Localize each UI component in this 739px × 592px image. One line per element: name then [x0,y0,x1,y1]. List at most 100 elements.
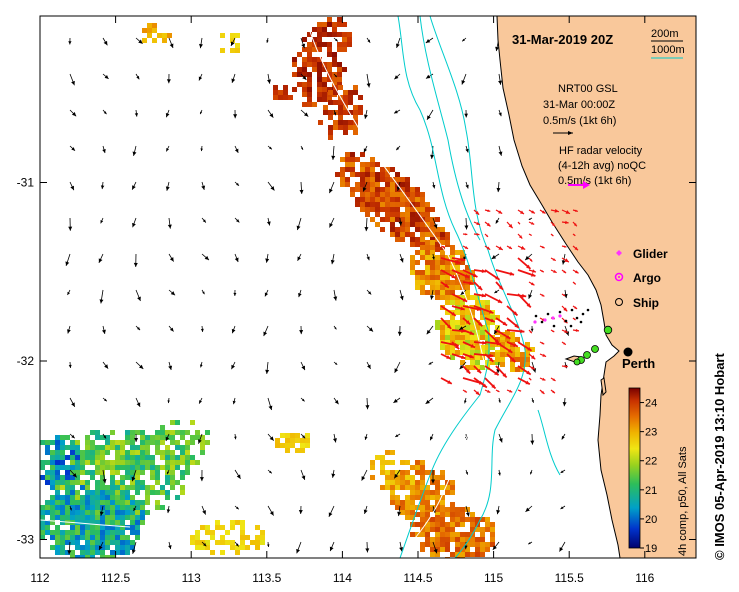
sst-pixel [115,540,120,545]
sst-pixel [405,207,410,212]
radar-arrow-head [469,331,474,335]
sst-pixel [455,537,460,542]
model-arrow-head [269,470,272,474]
sst-pixel [85,480,90,485]
sst-pixel [55,470,60,475]
sst-pixel [170,450,175,455]
model-arrow-head [104,75,109,79]
x-tick-label: 112 [30,571,49,585]
sst-pixel [430,475,435,480]
radar-arrow-head [563,245,567,248]
sst-pixel [445,532,450,537]
sst-pixel [175,445,180,450]
sst-pixel [355,182,360,187]
sst-pixel [380,202,385,207]
radar-arrow-head [475,391,480,395]
radar-arrow-head [530,221,535,225]
sst-pixel [500,347,505,352]
radar-arrow-head [526,303,531,308]
sst-pixel [195,430,200,435]
radar-arrow-head [519,210,524,215]
sst-pixel [410,237,415,242]
sst-pixel [230,48,235,53]
sst-pixel [80,535,85,540]
sst-pixel [55,525,60,530]
sst-pixel [460,542,465,547]
sst-pixel [410,197,415,202]
sst-pixel [135,510,140,515]
model-arrow-head [465,471,468,475]
sst-pixel [120,510,125,515]
sst-pixel [440,270,445,275]
sst-pixel [65,485,70,490]
sst-pixel [125,475,130,480]
sst-pixel [200,450,205,455]
sst-pixel [307,87,312,92]
sst-pixel [80,505,85,510]
model-arrow-head [329,188,333,194]
sst-pixel [355,197,360,202]
sst-pixel [140,435,145,440]
sst-pixel [455,310,460,315]
sst-pixel [390,475,395,480]
sst-pixel [430,517,435,522]
sst-pixel [90,535,95,540]
sst-pixel [480,532,485,537]
radar-arrow-head [508,246,512,249]
sst-pixel [60,520,65,525]
sst-pixel [465,517,470,522]
sst-pixel [358,105,363,110]
sst-pixel [295,433,300,438]
sst-pixel [370,177,375,182]
sst-pixel [140,460,145,465]
sst-pixel [495,325,500,330]
sst-pixel [420,192,425,197]
sst-pixel [273,95,278,100]
model-arrow-head [102,148,106,153]
sst-pixel [162,38,167,43]
sst-pixel [140,500,145,505]
sst-pixel [327,22,332,27]
sst-pixel [450,335,455,340]
sst-pixel [302,102,307,107]
sst-pixel [75,545,80,550]
sst-pixel [65,475,70,480]
sst-pixel [353,110,358,115]
radar-arrow-head [494,371,499,376]
sst-pixel [475,330,480,335]
sst-pixel [410,465,415,470]
sst-pixel [140,520,145,525]
radar-arrow-head [514,323,519,328]
model-arrow-head [136,75,140,80]
sst-pixel [333,90,338,95]
radar-arrow-head [513,343,518,347]
glider-label: Glider [633,247,668,261]
sst-pixel [175,480,180,485]
sst-pixel [420,490,425,495]
sst-pixel [440,320,445,325]
sst-pixel [220,525,225,530]
sst-pixel [80,510,85,515]
sst-pixel [343,130,348,135]
sst-pixel [195,435,200,440]
model-arrow-head [366,256,370,261]
sst-pixel [470,325,475,330]
sst-pixel [455,517,460,522]
sst-pixel [80,455,85,460]
sst-pixel [385,217,390,222]
sst-pixel [90,530,95,535]
sst-pixel [370,465,375,470]
sst-pixel [135,530,140,535]
sst-pixel [328,130,333,135]
radar-arrow-head [451,274,456,279]
ship-label: Ship [633,296,659,310]
sst-pixel [160,435,165,440]
model-arrow-head [98,258,103,263]
sst-pixel [353,105,358,110]
sst-pixel [80,520,85,525]
sst-pixel [340,182,345,187]
sst-pixel [455,275,460,280]
sst-pixel [45,530,50,535]
sst-pixel [365,187,370,192]
sst-pixel [65,530,70,535]
